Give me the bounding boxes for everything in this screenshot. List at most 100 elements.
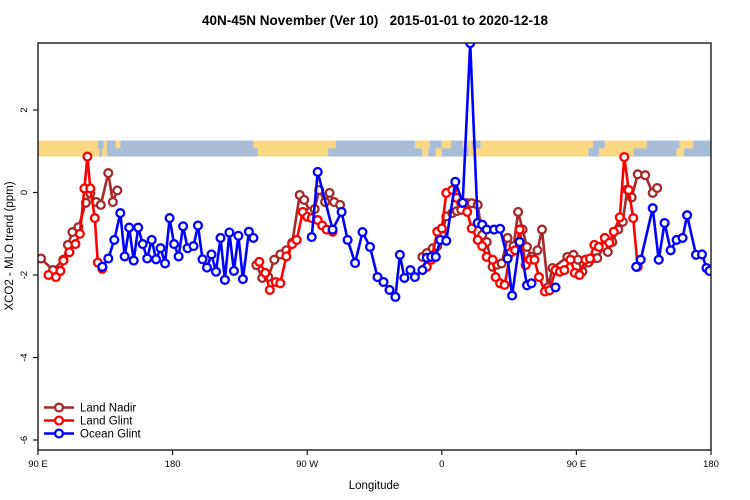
data-point [608, 226, 619, 237]
land-strip-segment [480, 140, 593, 149]
data-point [164, 213, 175, 224]
data-point [233, 230, 244, 241]
data-point [103, 253, 114, 264]
data-point [89, 213, 100, 224]
data-point [631, 261, 642, 272]
ocean-strip-segment [646, 140, 680, 149]
x-tick-label: 180 [165, 459, 181, 470]
data-point [574, 269, 585, 281]
legend-label: Land Glint [80, 416, 133, 428]
data-point [197, 254, 208, 265]
data-point [160, 258, 171, 269]
data-point [593, 241, 604, 252]
data-point [635, 254, 646, 265]
data-point [696, 249, 708, 260]
data-point [502, 232, 513, 243]
x-axis: 90 E 180 90 W 0 90 E 180 [28, 450, 719, 470]
data-point [58, 255, 69, 266]
land-strip-segment [676, 148, 685, 157]
data-point [151, 254, 162, 265]
data-point [128, 255, 139, 266]
data-point [107, 196, 118, 208]
data-point [653, 254, 664, 265]
data-point [133, 222, 144, 233]
land-strip-segment [414, 140, 430, 149]
data-point [55, 265, 66, 276]
land-strip-segment [462, 140, 472, 149]
data-point [206, 249, 217, 260]
legend-entry: Land Glint [44, 415, 133, 428]
ocean-strip-segment [120, 140, 254, 149]
data-point [201, 262, 213, 273]
data-point [614, 212, 625, 223]
data-point [188, 241, 199, 252]
data-point [124, 222, 135, 233]
land-strip-segment [257, 148, 329, 157]
data-point [682, 210, 693, 221]
data-point [536, 224, 548, 235]
data-point [306, 232, 317, 243]
data-point [97, 261, 108, 272]
land-strip-segment [679, 140, 694, 149]
y-tick-label: -6 [19, 436, 30, 444]
ocean-strip-segment [633, 148, 677, 157]
land-strip-segment [441, 140, 451, 149]
data-point [228, 265, 239, 276]
data-point [390, 291, 401, 302]
data-point [210, 266, 222, 277]
data-point [350, 257, 361, 269]
data-point [628, 213, 639, 224]
ocean-strip-segment [106, 140, 116, 149]
land-strip-segment [115, 140, 121, 149]
data-point [336, 206, 347, 217]
land-strip-segment [598, 148, 634, 157]
ocean-strip-segment [97, 140, 104, 149]
data-point [146, 234, 157, 245]
data-point [38, 253, 47, 264]
data-point [514, 224, 525, 235]
data-point [647, 203, 658, 214]
x-tick-label: 90 W [296, 459, 318, 470]
data-point [417, 265, 428, 276]
chart-title: 40N-45N November (Ver 10) 2015-01-01 to … [202, 13, 548, 28]
data-point [119, 251, 130, 262]
legend-entry: Land Nadir [44, 402, 136, 415]
ocean-strip-segment [328, 148, 423, 157]
series-ocean-glint [97, 43, 711, 302]
data-point [704, 265, 711, 276]
data-point [112, 185, 123, 196]
data-point [502, 253, 513, 264]
data-point [565, 254, 576, 265]
data-point [224, 227, 235, 238]
data-point [357, 227, 368, 238]
legend-marker [53, 402, 65, 413]
data-point [533, 272, 545, 283]
data-point [514, 236, 525, 248]
ocean-strip-segment [471, 140, 481, 149]
land-strip-segment [38, 148, 100, 157]
data-point [559, 265, 570, 276]
x-axis-title: Longitude [349, 480, 400, 492]
map-strip [38, 140, 711, 157]
ocean-strip-segment [588, 148, 599, 157]
data-point [430, 251, 441, 262]
data-point [269, 254, 280, 265]
data-point [584, 253, 595, 264]
land-strip-segment [604, 140, 647, 149]
data-point [604, 237, 615, 248]
data-point [619, 151, 630, 163]
data-point [409, 272, 420, 283]
data-point [95, 199, 106, 210]
ocean-strip-segment [684, 148, 711, 157]
data-point [299, 194, 310, 205]
data-point [513, 206, 524, 217]
ocean-strip-segment [99, 148, 103, 157]
x-tick-label: 90 E [28, 459, 48, 470]
data-point [532, 245, 543, 256]
legend-entry: Ocean Glint [44, 428, 142, 441]
data-point [103, 168, 114, 179]
land-strip-segment [103, 140, 107, 149]
